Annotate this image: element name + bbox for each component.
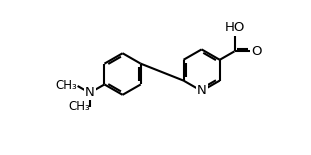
Text: N: N: [85, 86, 95, 99]
Text: CH₃: CH₃: [68, 100, 90, 113]
Text: O: O: [252, 45, 262, 58]
Text: N: N: [197, 84, 207, 97]
Text: CH₃: CH₃: [56, 80, 78, 93]
Text: HO: HO: [224, 21, 245, 34]
